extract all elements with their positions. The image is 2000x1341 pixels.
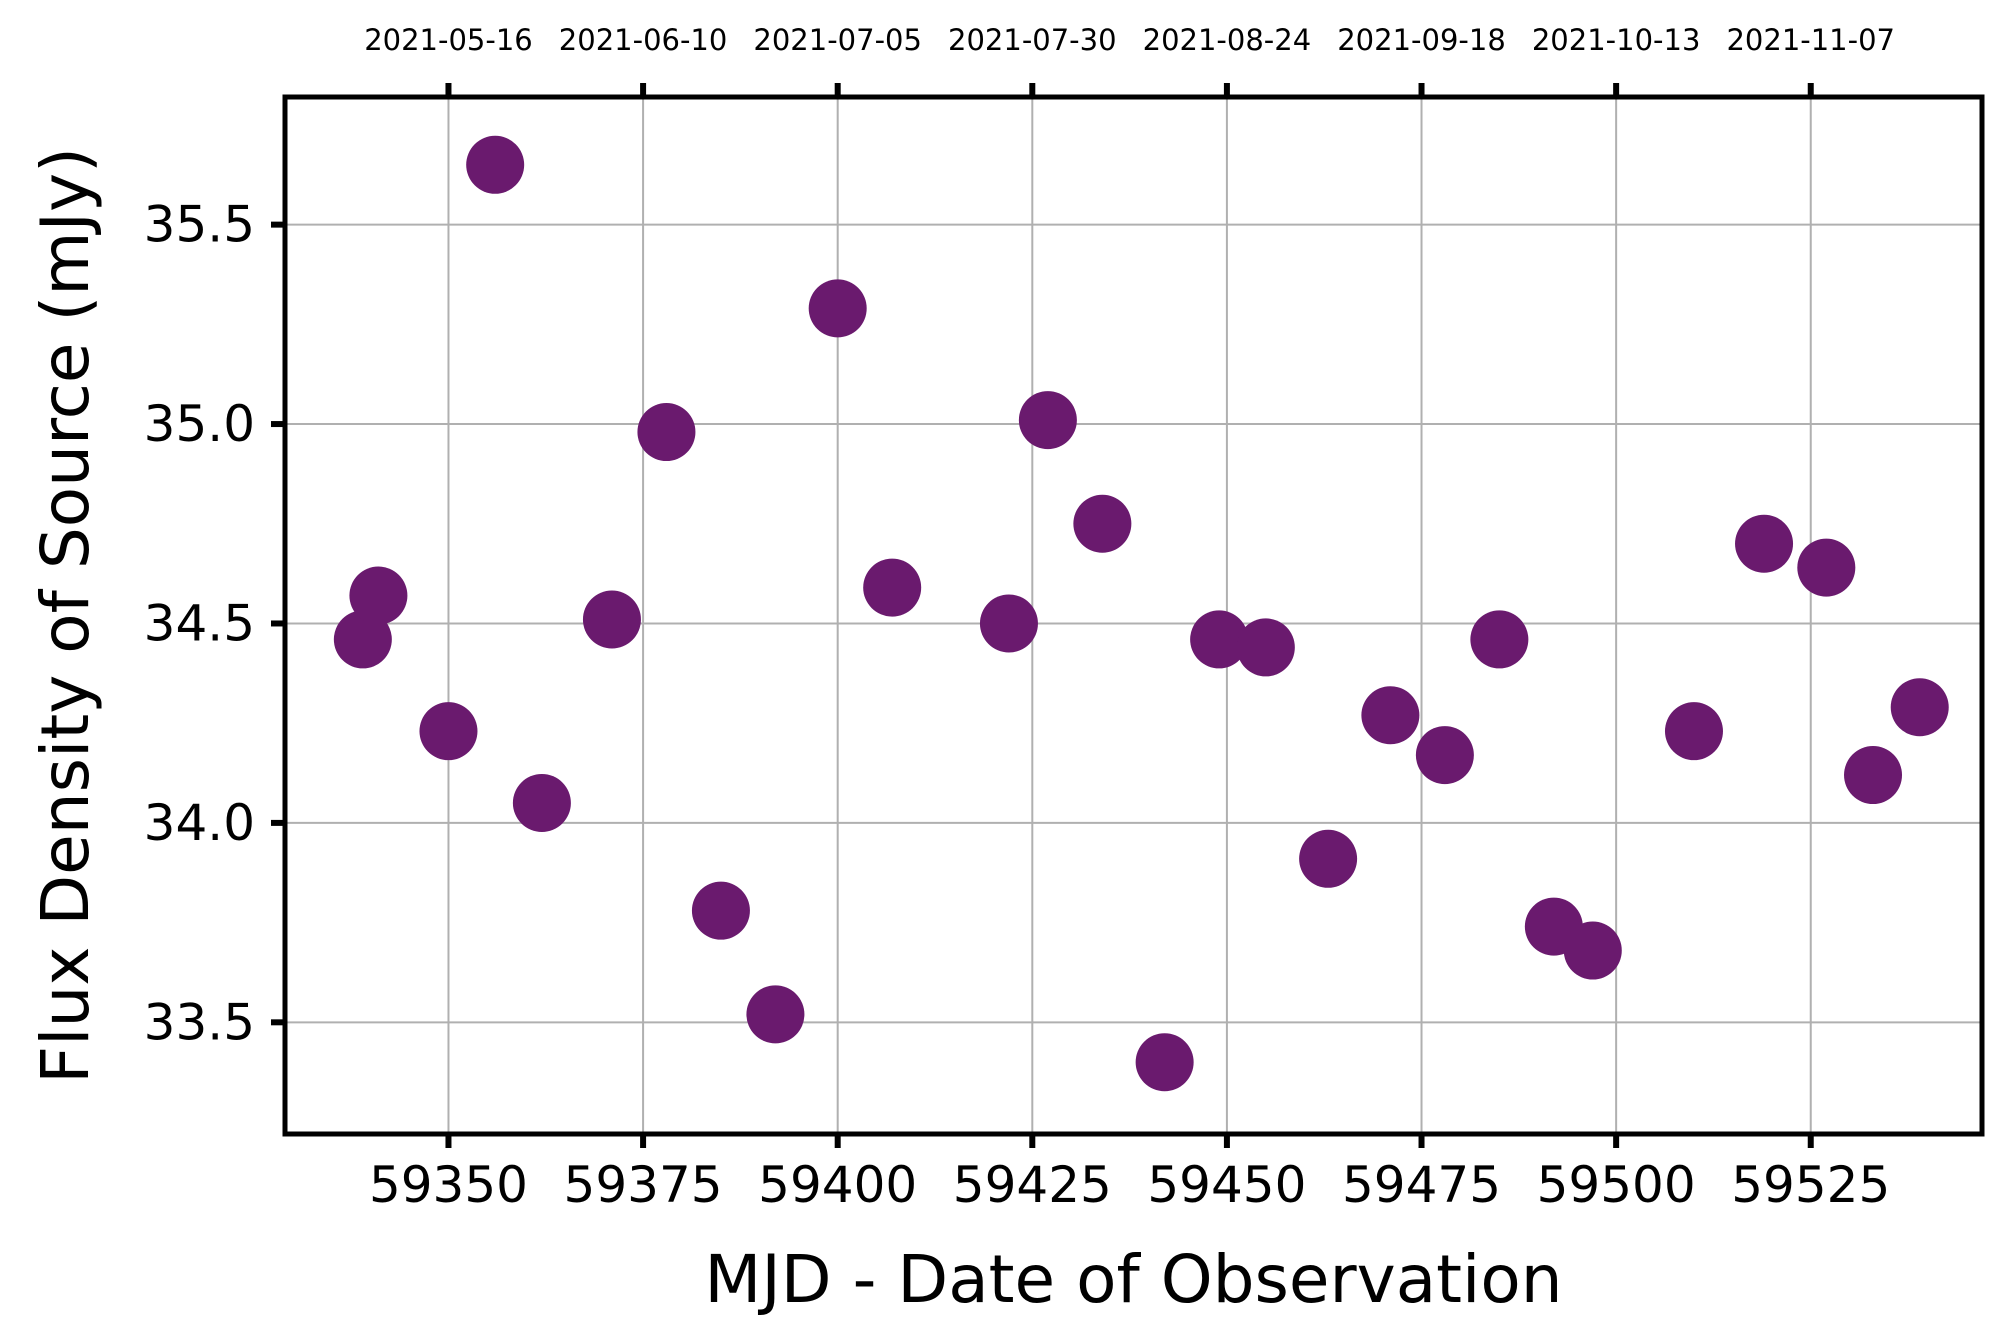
data-point-3: [466, 135, 525, 194]
top-tick-label: 2021-11-07: [1726, 23, 1895, 57]
data-point-7: [691, 881, 750, 940]
data-point-13: [1073, 494, 1132, 553]
data-point-12: [1018, 391, 1077, 450]
data-point-5: [582, 590, 641, 649]
data-point-25: [1797, 538, 1856, 597]
data-point-1: [349, 566, 408, 625]
x-tick-label: 59500: [1537, 1156, 1696, 1214]
y-tick-label: 33.5: [144, 993, 255, 1051]
data-point-26: [1844, 746, 1903, 805]
y-tick-label: 34.5: [144, 594, 255, 652]
y-tick-label: 35.5: [144, 196, 255, 254]
y-tick-label: 34.0: [144, 794, 255, 852]
top-tick-label: 2021-08-24: [1143, 23, 1312, 57]
data-point-24: [1735, 514, 1794, 573]
data-point-8: [746, 985, 805, 1044]
y-tick-label: 35.0: [144, 395, 255, 453]
data-point-14: [1135, 1033, 1194, 1092]
plot-frame: [282, 94, 1985, 1137]
data-point-22: [1563, 921, 1622, 980]
x-axis-ticks: 59350 59375 59400 59425 59450 59475 59500 59525: [369, 1134, 1890, 1214]
data-point-15: [1190, 610, 1249, 669]
data-point-20: [1470, 610, 1529, 669]
y-axis-label: Flux Density of Source (mJy): [27, 147, 104, 1084]
data-point-11: [979, 594, 1038, 653]
y-axis-ticks: 33.5 34.0 34.5 35.0 35.5: [144, 196, 285, 1051]
data-point-2: [419, 702, 478, 761]
data-point-9: [808, 279, 867, 338]
x-tick-label: 59525: [1731, 1156, 1890, 1214]
data-point-23: [1664, 702, 1723, 761]
data-point-18: [1361, 686, 1420, 745]
data-point-6: [637, 403, 696, 462]
top-tick-label: 2021-07-05: [753, 23, 922, 57]
x-tick-label: 59400: [758, 1156, 917, 1214]
top-tick-label: 2021-10-13: [1532, 23, 1701, 57]
top-tick-label: 2021-06-10: [559, 23, 728, 57]
x-tick-label: 59475: [1342, 1156, 1501, 1214]
data-point-16: [1236, 618, 1295, 677]
top-tick-label: 2021-07-30: [948, 23, 1117, 57]
data-point-19: [1415, 726, 1474, 785]
x-tick-label: 59450: [1147, 1156, 1306, 1214]
data-point-10: [863, 558, 922, 617]
x-tick-label: 59350: [369, 1156, 528, 1214]
top-axis-ticks: 2021-05-16 2021-06-10 2021-07-05 2021-07-30…: [364, 23, 1895, 97]
data-point-27: [1890, 678, 1949, 737]
top-tick-label: 2021-09-18: [1337, 23, 1506, 57]
data-point-0: [333, 610, 392, 669]
x-tick-label: 59425: [953, 1156, 1112, 1214]
data-point-4: [512, 773, 571, 832]
x-axis-label: MJD - Date of Observation: [704, 1241, 1562, 1318]
top-tick-label: 2021-05-16: [364, 23, 533, 57]
data-point-17: [1299, 829, 1358, 888]
data-points: [333, 135, 1949, 1092]
x-tick-label: 59375: [564, 1156, 723, 1214]
